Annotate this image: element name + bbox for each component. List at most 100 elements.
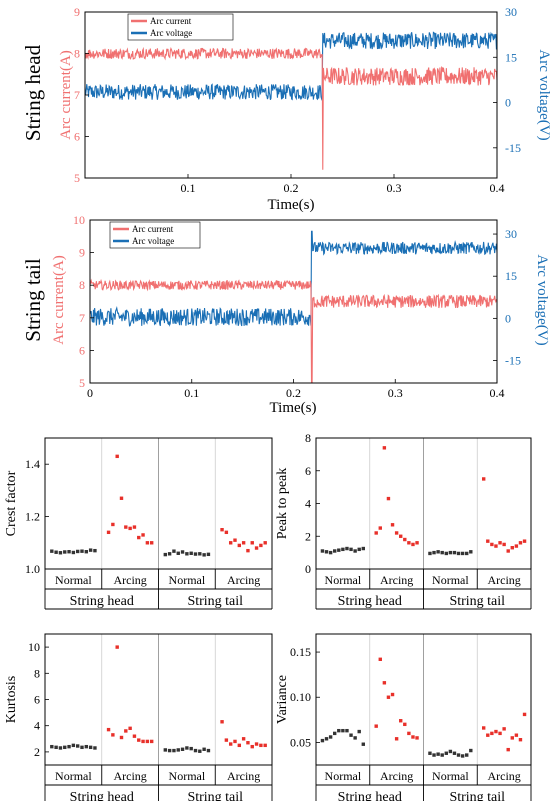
data-point-normal <box>324 550 329 554</box>
group-label: Normal <box>325 573 362 587</box>
data-point-normal <box>84 550 89 554</box>
data-point-normal <box>75 744 80 748</box>
data-point-arcing <box>490 542 494 547</box>
group-label: Normal <box>169 573 206 587</box>
data-point-normal <box>71 743 76 748</box>
data-point-arcing <box>514 733 519 737</box>
data-point-normal <box>341 728 345 733</box>
data-point-normal <box>84 744 89 749</box>
data-point-arcing <box>254 546 259 550</box>
data-point-normal <box>444 751 448 755</box>
data-point-arcing <box>378 657 382 661</box>
left-tick-label: 7 <box>74 88 80 102</box>
data-point-arcing <box>415 736 419 740</box>
data-point-arcing <box>254 742 259 746</box>
y-axis-label-left: Arc current(A) <box>51 255 67 345</box>
data-point-arcing <box>502 727 506 731</box>
left-tick-label: 6 <box>74 130 80 144</box>
group-label: Arcing <box>487 769 520 783</box>
right-tick-label: 0 <box>505 311 511 325</box>
left-tick-label: 8 <box>74 47 80 61</box>
data-point-normal <box>93 746 97 750</box>
y-tick-label: 8 <box>34 666 40 680</box>
data-point-arcing <box>115 645 119 649</box>
data-point-normal <box>71 550 76 555</box>
data-point-arcing <box>390 523 395 527</box>
data-point-normal <box>357 729 361 734</box>
data-point-arcing <box>259 743 263 748</box>
group-label: Normal <box>432 769 469 783</box>
data-point-arcing <box>411 735 415 739</box>
data-point-normal <box>337 728 341 733</box>
data-point-arcing <box>233 538 237 542</box>
data-point-arcing <box>486 733 490 737</box>
data-point-normal <box>189 746 193 751</box>
data-point-arcing <box>124 729 128 733</box>
data-point-normal <box>88 745 93 750</box>
data-point-arcing <box>250 541 254 545</box>
data-point-normal <box>193 552 198 556</box>
data-point-arcing <box>486 539 490 543</box>
data-point-arcing <box>494 544 498 548</box>
data-point-arcing <box>220 720 224 724</box>
data-point-arcing <box>506 747 510 752</box>
y-tick-label: 10 <box>28 640 40 654</box>
data-point-normal <box>349 733 353 737</box>
data-point-arcing <box>522 539 527 543</box>
data-point-arcing <box>407 731 411 736</box>
right-tick-label: 15 <box>505 50 517 64</box>
data-point-arcing <box>510 546 514 550</box>
data-point-normal <box>63 745 67 750</box>
right-tick-label: 30 <box>505 227 517 241</box>
data-point-arcing <box>386 496 391 501</box>
data-point-arcing <box>115 454 119 459</box>
series-arc-current <box>89 278 498 384</box>
data-point-arcing <box>415 541 419 545</box>
data-point-normal <box>172 748 176 753</box>
data-point-arcing <box>498 541 502 545</box>
legend: Arc current Arc voltage <box>127 13 234 41</box>
data-point-arcing <box>220 528 224 532</box>
group-label: Arcing <box>487 573 520 587</box>
data-point-normal <box>189 551 193 555</box>
section-label: String head <box>338 594 402 609</box>
data-point-arcing <box>482 477 486 481</box>
data-point-normal <box>185 552 189 556</box>
y-tick-label: 1.4 <box>25 457 40 471</box>
data-point-normal <box>163 748 168 752</box>
data-point-arcing <box>482 726 486 730</box>
y-tick-label: 1.0 <box>25 562 40 576</box>
data-point-normal <box>180 550 185 554</box>
data-point-normal <box>202 553 206 557</box>
group-label: Normal <box>432 573 469 587</box>
data-point-arcing <box>263 743 267 748</box>
group-label: Normal <box>55 573 92 587</box>
data-point-arcing <box>237 743 242 748</box>
left-tick-label: 8 <box>79 278 85 292</box>
section-label: String tail <box>449 790 505 801</box>
data-point-normal <box>88 548 93 552</box>
data-point-normal <box>63 550 67 554</box>
data-point-arcing <box>137 738 141 742</box>
data-point-arcing <box>145 739 150 744</box>
data-point-arcing <box>498 731 502 736</box>
y-tick-label: 6 <box>34 693 40 707</box>
data-point-arcing <box>132 525 137 529</box>
section-label: String head <box>338 790 402 801</box>
data-point-normal <box>198 552 202 556</box>
data-point-arcing <box>228 742 233 746</box>
data-point-normal <box>440 550 444 555</box>
data-point-normal <box>50 549 54 553</box>
right-tick-label: 15 <box>505 269 517 283</box>
left-tick-label: 5 <box>74 171 80 185</box>
data-point-arcing <box>411 542 415 547</box>
data-point-arcing <box>224 738 229 742</box>
data-point-arcing <box>233 739 237 744</box>
group-label: Normal <box>325 769 362 783</box>
data-point-normal <box>176 551 180 555</box>
data-point-arcing <box>514 544 519 548</box>
data-point-arcing <box>510 736 514 740</box>
group-label: Arcing <box>380 573 413 587</box>
scatter-crest-factor: 1.0 1.2 1.4 Crest factor Normal Arcing Normal A… <box>4 437 273 610</box>
